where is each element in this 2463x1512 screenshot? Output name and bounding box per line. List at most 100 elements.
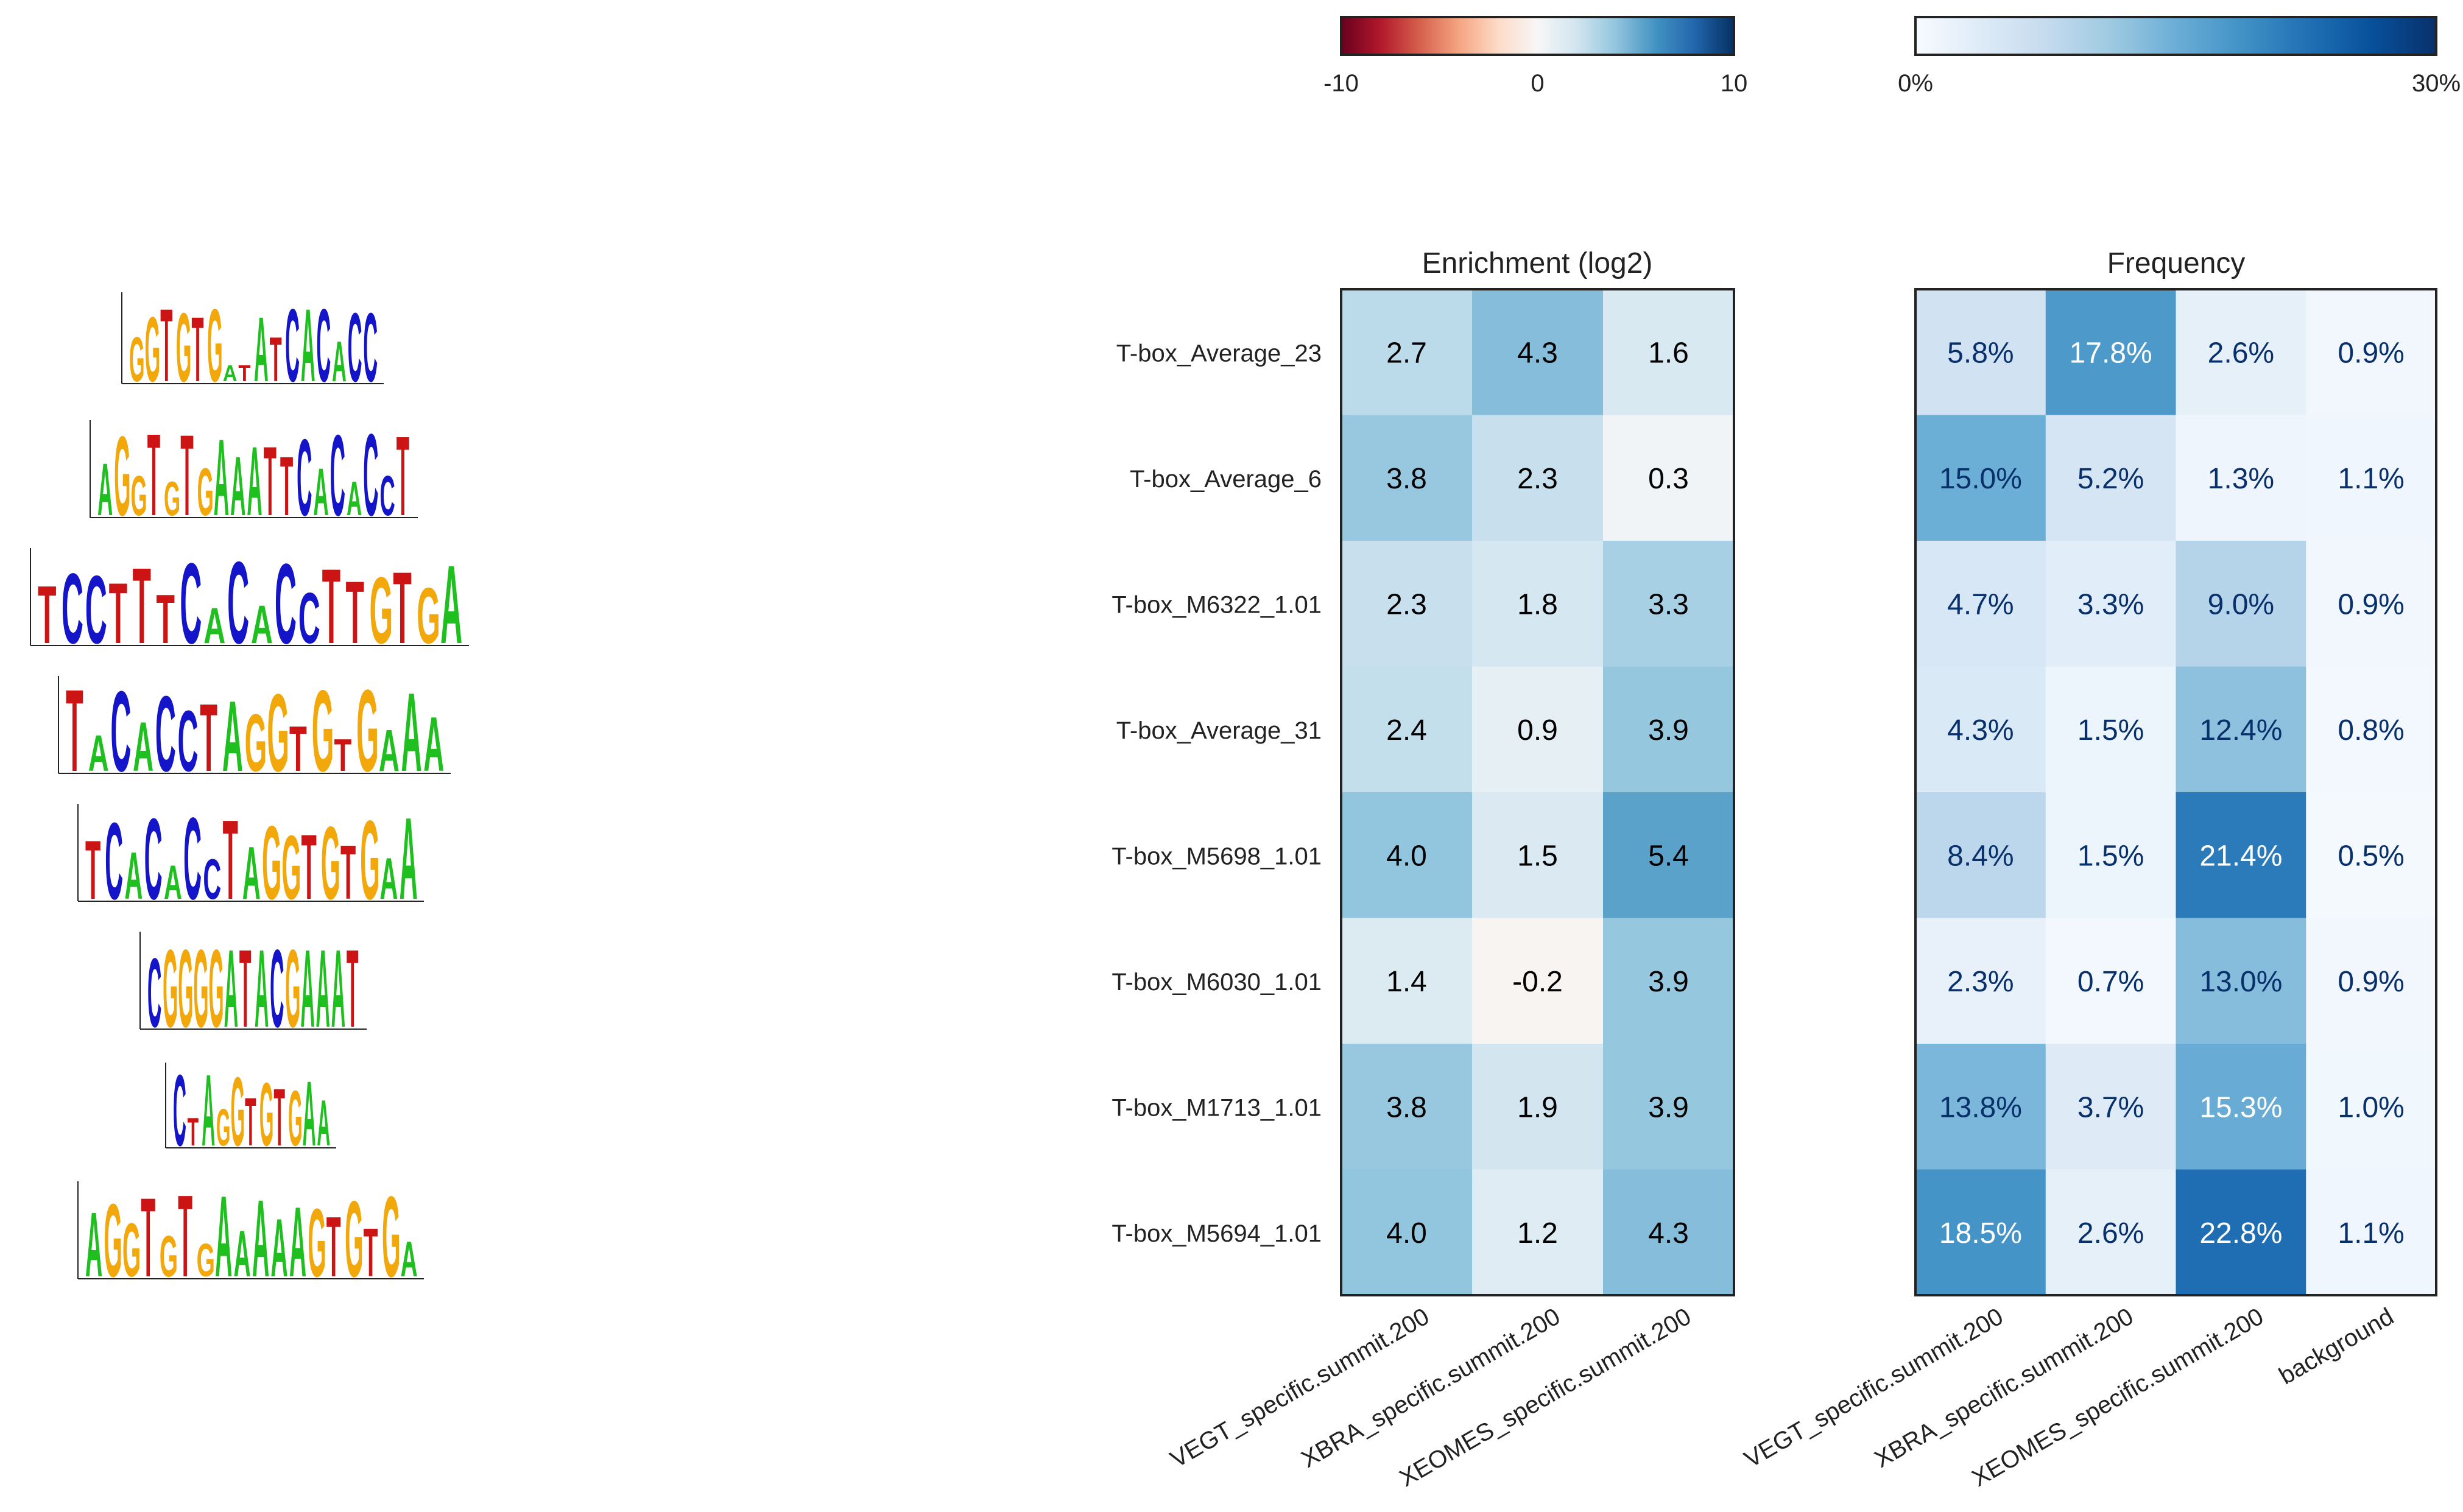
logo-letter: G [122,1208,141,1293]
enrichment-cell-label: 4.3 [1517,337,1558,369]
enrichment-cell-label: 3.8 [1386,1091,1427,1123]
logo-letter: T [273,1072,285,1163]
frequency-cell [2176,541,2306,667]
row-labels: T-box_Average_23 T-box_Average_6 T-box_M63… [1112,340,1322,1247]
logo-letter: T [188,1109,199,1154]
logo-letter: A [440,543,462,667]
frequency-cell [1915,666,2046,793]
frequency-cell [2045,666,2176,793]
enrichment-cell [1472,415,1604,541]
frequency-colorbar-ticks: 0% 30% [1898,70,2461,97]
frequency-cell-label: 2.3% [1947,966,2014,998]
row-label: T-box_Average_31 [1116,717,1322,744]
logo-letter: C [105,800,123,922]
frequency-cell [1915,792,2046,918]
enrichment-cell-label: 2.3 [1517,463,1558,495]
logo-letter: G [360,798,379,923]
logo-letter: T [280,440,293,534]
row-label: T-box_M1713_1.01 [1112,1094,1322,1121]
enrichment-cell [1603,415,1735,541]
logo-letter: A [97,448,113,532]
logo-letter: A [317,1086,330,1159]
logo-letter: T [180,411,193,540]
frequency-cell [2045,1169,2176,1296]
enrichment-cell-label: 3.9 [1648,1091,1689,1123]
logo-letter: T [238,360,250,387]
frequency-cell-label: 15.0% [1939,463,2022,495]
frequency-cell-label: 0.9% [2338,337,2404,369]
row-label: T-box_M6030_1.01 [1112,969,1322,996]
logo-letter: T [147,410,160,540]
frequency-cell-label: 1.0% [2338,1091,2404,1123]
enrichment-cell-label: 1.4 [1386,966,1427,998]
frequency-cell [2045,918,2176,1044]
logo-letter: A [379,717,400,784]
logo-letter: G [285,927,300,1050]
logo-letter: A [254,299,269,402]
logo-letter: C [379,463,395,527]
logo-letter: T [245,1085,256,1160]
frequency-cell [2306,1044,2437,1170]
enrichment-cell [1603,1169,1735,1296]
logo-letter: C [180,540,202,668]
enrichment-cell-label: -0.2 [1512,966,1563,998]
enrichment-colorbar-gradient [1340,16,1735,56]
logo-letter: T [200,683,217,792]
logo-letter: G [267,672,289,795]
logo-letter: T [326,1198,341,1295]
frequency-cell [1915,289,2046,415]
frequency-cell-label: 5.2% [2077,463,2144,495]
enrichment-cell-label: 3.3 [1648,588,1689,621]
enrichment-cell-label: 0.9 [1517,714,1558,747]
logo-letter: C [62,552,83,664]
motif-logo-column: G G T G T G A T A T C A C A C CA G G T G T G A A A T T C A C A C C TT C C T T… [30,288,469,1302]
logo-letter: T [393,552,411,666]
logo-letter: C [183,793,202,924]
logo-letter: G [321,806,340,921]
enrichment-cell [1603,289,1735,415]
logo-letter: A [252,1177,269,1300]
enrichment-cell [1472,1169,1604,1296]
logo-letter: G [231,1057,245,1167]
frequency-cell-label: 0.9% [2338,588,2404,621]
frequency-cell [2176,666,2306,793]
enrichment-cell-label: 3.9 [1648,966,1689,998]
frequency-cell-label: 9.0% [2208,588,2274,621]
frequency-cell-label: 1.1% [2338,463,2404,495]
logo-letter: G [259,1064,274,1165]
enrichment-cell-label: 4.0 [1386,840,1427,872]
logo-letter: T [160,288,172,404]
logo-letter: T [223,796,238,923]
logo-letter: G [382,1173,400,1301]
frequency-cell-label: 0.7% [2077,966,2144,998]
logo-letter: T [301,815,317,919]
logo-letter: A [313,455,328,530]
frequency-cell-label: 13.8% [1939,1091,2022,1123]
row-label: T-box_M5694_1.01 [1112,1220,1322,1247]
logo-letter: G [131,463,147,527]
enrichment-heatmap-frame [1340,288,1735,1296]
frequency-cell [2045,415,2176,541]
logo-letter: A [133,707,153,786]
logo-letter: C [270,927,284,1050]
logo-letter: C [348,293,362,403]
enrichment-cell [1472,666,1604,793]
frequency-cell-label: 1.3% [2208,463,2274,495]
enrichment-cell-label: 1.8 [1517,588,1558,621]
logo-letter: A [85,1194,102,1296]
frequency-cells: 5.8% 17.8% 2.6% 0.9% 15.0% 5.2% 1.3% 1.1% 4.7% 3.… [1915,289,2437,1296]
logo-letter: C [85,555,107,664]
logo-letter: T [141,1175,155,1301]
frequency-cell [2176,415,2306,541]
logo-letter: G [104,1183,122,1299]
frequency-colorbar-tick-label: 0% [1898,70,1933,97]
logo-letter: A [223,360,238,387]
enrichment-colorbar-tick-label: 10 [1721,70,1748,97]
logo-letter: G [197,455,214,530]
logo-letter: A [380,846,398,912]
logo-letter: G [356,666,379,796]
